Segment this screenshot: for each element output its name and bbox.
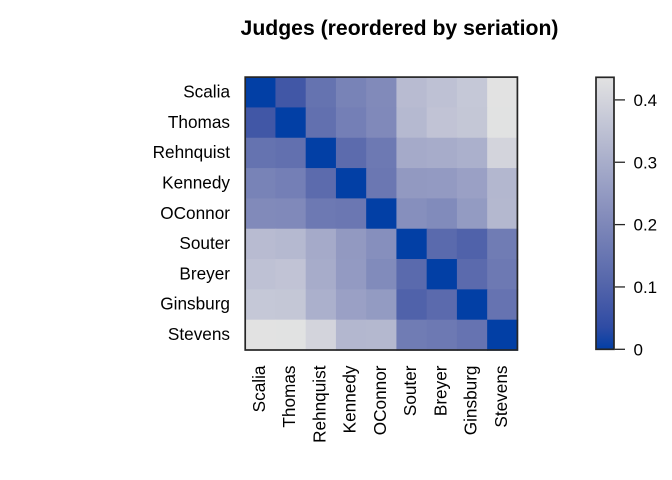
svg-text:Kennedy: Kennedy	[340, 365, 360, 433]
svg-text:Souter: Souter	[400, 365, 420, 416]
svg-text:Ginsburg: Ginsburg	[160, 294, 230, 314]
svg-text:Stevens: Stevens	[491, 366, 511, 428]
svg-text:Souter: Souter	[179, 233, 230, 253]
svg-text:0.2: 0.2	[634, 216, 658, 235]
svg-text:Stevens: Stevens	[168, 324, 230, 344]
svg-text:Breyer: Breyer	[179, 263, 230, 283]
svg-text:0.3: 0.3	[634, 153, 658, 172]
svg-text:0.1: 0.1	[634, 278, 658, 297]
svg-text:Scalia: Scalia	[249, 365, 269, 412]
svg-text:Ginsburg: Ginsburg	[461, 366, 481, 436]
svg-text:Rehnquist: Rehnquist	[153, 142, 231, 162]
svg-text:OConnor: OConnor	[160, 203, 230, 223]
svg-text:Breyer: Breyer	[430, 365, 450, 416]
svg-text:Judges (reordered by seriation: Judges (reordered by seriation)	[241, 17, 559, 40]
svg-text:0: 0	[634, 340, 643, 359]
svg-text:Kennedy: Kennedy	[162, 172, 230, 192]
svg-text:0.4: 0.4	[634, 91, 658, 110]
svg-text:OConnor: OConnor	[370, 365, 390, 435]
svg-text:Thomas: Thomas	[168, 112, 230, 132]
svg-text:Rehnquist: Rehnquist	[309, 365, 329, 443]
svg-text:Scalia: Scalia	[183, 81, 230, 101]
svg-text:Thomas: Thomas	[279, 366, 299, 428]
